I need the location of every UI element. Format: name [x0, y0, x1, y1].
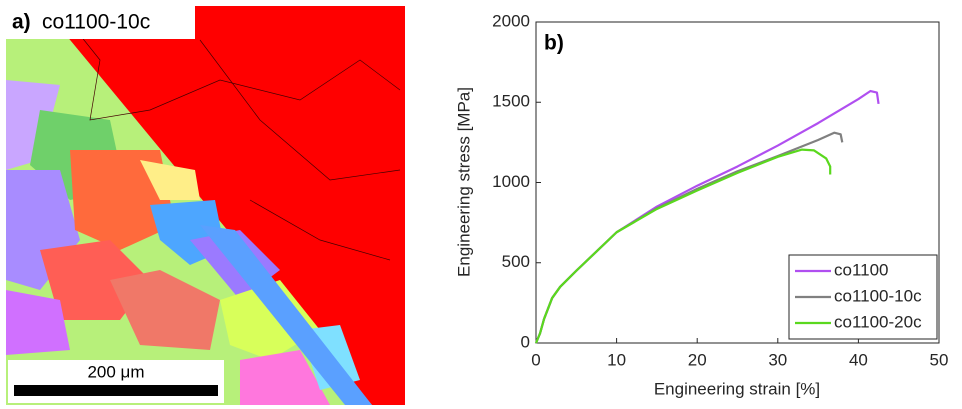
x-tick-label: 10: [607, 350, 626, 369]
grain: [110, 270, 220, 350]
ebsd-map: a) co1100-10c 200 μm: [6, 6, 405, 405]
x-tick-label: 50: [930, 350, 949, 369]
y-tick-label: 500: [502, 252, 530, 271]
y-tick-label: 2000: [492, 11, 530, 30]
x-tick-label: 0: [531, 350, 540, 369]
series-line: [534, 148, 832, 344]
legend-label: co1100-10c: [834, 286, 922, 305]
y-tick-label: 0: [521, 332, 530, 351]
grain: [140, 160, 200, 200]
grain: [6, 290, 70, 355]
y-axis-label: Engineering stress [MPa]: [454, 87, 473, 277]
grain: [6, 80, 60, 170]
scale-bar: [14, 385, 218, 396]
x-tick-label: 30: [768, 350, 787, 369]
grain: [240, 350, 330, 405]
grain-boundary: [199, 39, 401, 181]
grain-boundary: [249, 199, 391, 261]
chart: b) Engineering strain [%] Engineering st…: [454, 11, 948, 398]
grain: [200, 225, 372, 405]
x-tick-label: 20: [688, 350, 707, 369]
x-axis-label: Engineering strain [%]: [654, 379, 820, 398]
legend-label: co1100: [834, 260, 889, 279]
y-tick-label: 1500: [492, 92, 530, 111]
panel-label: a): [12, 11, 31, 34]
y-tick-label: 1000: [492, 172, 530, 191]
x-tick-label: 40: [849, 350, 868, 369]
panel-label: b): [544, 32, 564, 55]
grain-boundary: [59, 9, 401, 121]
scale-bar-label: 200 μm: [87, 362, 144, 381]
legend-label: co1100-20c: [834, 312, 922, 331]
panel-title: co1100-10c: [42, 11, 150, 34]
label-box: [6, 6, 195, 39]
